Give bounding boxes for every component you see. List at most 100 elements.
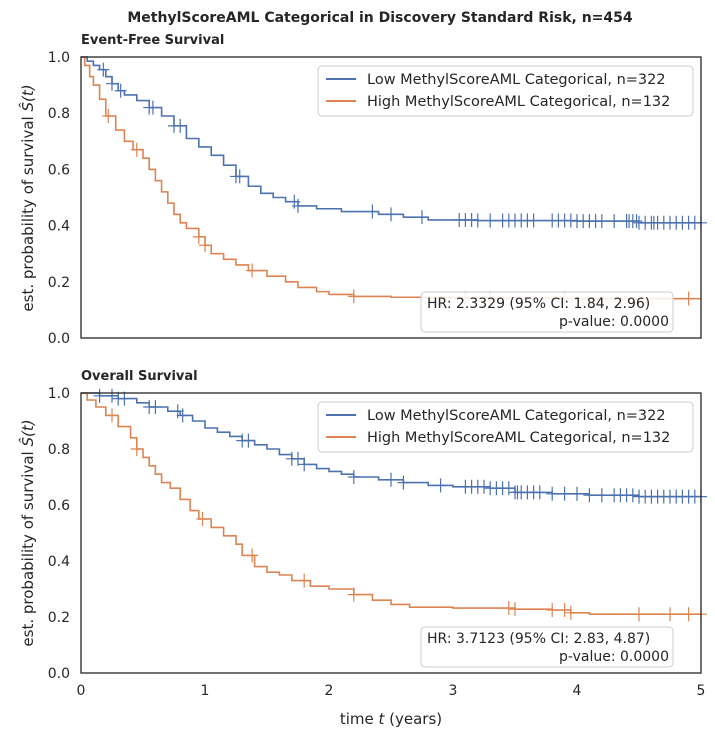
censor-mark bbox=[595, 214, 608, 229]
hazard-ratio-annotation: HR: 2.3329 (95% CI: 1.84, 2.96) p-value: … bbox=[420, 291, 674, 333]
censor-mark bbox=[292, 198, 304, 213]
panel-event-free-survival: Event-Free Survival 0.0 0.2 0.4 0.6 0.8 1.0 Lo… bbox=[18, 33, 707, 347]
censor-mark bbox=[608, 214, 621, 229]
censor-mark bbox=[546, 486, 559, 501]
censor-mark bbox=[633, 607, 645, 622]
censor-mark bbox=[583, 488, 596, 503]
censor-mark bbox=[118, 391, 131, 406]
censor-mark bbox=[397, 475, 410, 490]
censor-mark bbox=[102, 109, 115, 124]
legend-box bbox=[317, 401, 694, 453]
x-tick-label: 3 bbox=[449, 683, 458, 699]
censor-mark bbox=[595, 488, 608, 503]
censor-mark bbox=[434, 478, 447, 493]
hazard-ratio-text: HR: 3.7123 (95% CI: 2.83, 4.87) bbox=[427, 631, 650, 647]
censor-mark bbox=[564, 605, 577, 620]
y-tick-label: 0.6 bbox=[48, 498, 70, 514]
y-axis-label: est. probability of survival Ŝ(t) bbox=[18, 419, 37, 646]
y-axis-label: est. probability of survival Ŝ(t) bbox=[18, 84, 37, 311]
censor-mark bbox=[106, 388, 118, 403]
x-tick-label: 4 bbox=[573, 683, 582, 699]
censor-mark bbox=[558, 603, 571, 617]
y-tick-label: 0.8 bbox=[48, 442, 70, 458]
censor-mark bbox=[242, 433, 255, 448]
hazard-ratio-annotation: HR: 3.7123 (95% CI: 2.83, 4.87) p-value: … bbox=[420, 626, 674, 668]
censor-mark bbox=[502, 601, 515, 616]
censor-mark bbox=[385, 472, 397, 487]
censor-mark bbox=[196, 512, 209, 526]
x-tick-label: 0 bbox=[77, 683, 86, 699]
figure-title: MethylScoreAML Categorical in Discovery … bbox=[127, 10, 633, 26]
censor-mark bbox=[292, 451, 304, 466]
censor-mark bbox=[176, 408, 189, 423]
censor-mark bbox=[114, 83, 127, 98]
censor-mark bbox=[347, 587, 360, 602]
censor-mark bbox=[149, 400, 162, 414]
survival-curve-high bbox=[81, 392, 701, 615]
censor-mark bbox=[106, 408, 118, 423]
y-tick-label: 1.0 bbox=[48, 50, 70, 66]
legend-label-high: High MethylScoreAML Categorical, n=132 bbox=[367, 94, 670, 110]
x-tick-label: 5 bbox=[697, 683, 706, 699]
censor-mark bbox=[298, 573, 311, 588]
legend-label-low: Low MethylScoreAML Categorical, n=322 bbox=[367, 408, 666, 424]
panel-subtitle: Event-Free Survival bbox=[81, 33, 224, 48]
censor-mark bbox=[527, 213, 540, 228]
annotation-box bbox=[420, 291, 674, 333]
censor-mark bbox=[246, 263, 259, 278]
censor-mark bbox=[246, 548, 259, 563]
censor-mark bbox=[626, 488, 639, 503]
censor-mark bbox=[298, 457, 311, 472]
legend: Low MethylScoreAML Categorical, n=322 Hig… bbox=[317, 401, 694, 453]
plot-area-efs: 0.0 0.2 0.4 0.6 0.8 1.0 Low MethylScoreAML Cat… bbox=[48, 50, 707, 347]
y-tick-label: 0.2 bbox=[48, 275, 70, 291]
censor-mark bbox=[106, 76, 118, 91]
censor-mark bbox=[471, 213, 484, 228]
legend: Low MethylScoreAML Categorical, n=322 Hig… bbox=[317, 65, 694, 117]
censor-mark bbox=[366, 204, 379, 219]
x-axis-label: time t (years) bbox=[340, 710, 442, 728]
y-tick-label: 0.8 bbox=[48, 106, 70, 122]
censor-mark bbox=[502, 481, 515, 496]
annotation-box bbox=[420, 626, 674, 668]
censor-mark bbox=[416, 210, 428, 225]
hazard-ratio-text: HR: 2.3329 (95% CI: 1.84, 2.96) bbox=[427, 296, 650, 312]
censor-mark bbox=[558, 486, 571, 501]
y-tick-label: 1.0 bbox=[48, 386, 70, 402]
x-tick-label: 1 bbox=[201, 683, 210, 699]
censor-mark bbox=[97, 62, 110, 77]
panel-overall-survival: Overall Survival 0.0 0.2 0.4 0.6 0.8 1.0 0 1 2 3 4… bbox=[18, 369, 707, 699]
plot-frame bbox=[80, 392, 702, 674]
censor-mark bbox=[571, 486, 583, 501]
censor-mark bbox=[347, 470, 360, 484]
censor-mark bbox=[93, 388, 106, 403]
plot-area-os: 0.0 0.2 0.4 0.6 0.8 1.0 0 1 2 3 4 5 Low MethylScoreA… bbox=[48, 386, 707, 699]
y-tick-label: 0.0 bbox=[48, 666, 70, 682]
censor-mark bbox=[385, 207, 397, 222]
p-value-text: p-value: 0.0000 bbox=[559, 649, 669, 665]
censor-mark bbox=[199, 238, 211, 253]
censor-mark bbox=[233, 169, 246, 184]
censor-mark bbox=[533, 485, 546, 500]
plot-frame bbox=[80, 56, 702, 339]
y-tick-label: 0.6 bbox=[48, 162, 70, 178]
censor-mark bbox=[130, 142, 143, 157]
censor-mark bbox=[664, 607, 676, 622]
legend-label-low: Low MethylScoreAML Categorical, n=322 bbox=[367, 72, 666, 88]
y-tick-label: 0.4 bbox=[48, 219, 70, 235]
legend-label-high: High MethylScoreAML Categorical, n=132 bbox=[367, 430, 670, 446]
legend-box bbox=[317, 65, 694, 117]
censor-mark bbox=[192, 229, 205, 244]
p-value-text: p-value: 0.0000 bbox=[559, 314, 669, 330]
censor-mark bbox=[546, 603, 559, 617]
y-tick-label: 0.4 bbox=[48, 554, 70, 570]
censor-mark bbox=[130, 442, 143, 456]
censor-mark bbox=[630, 214, 643, 229]
y-tick-label: 0.2 bbox=[48, 610, 70, 626]
censor-mark bbox=[509, 602, 521, 617]
censor-mark bbox=[682, 607, 695, 622]
panel-subtitle: Overall Survival bbox=[81, 369, 198, 384]
censor-mark bbox=[174, 118, 187, 133]
censor-mark bbox=[347, 289, 360, 304]
